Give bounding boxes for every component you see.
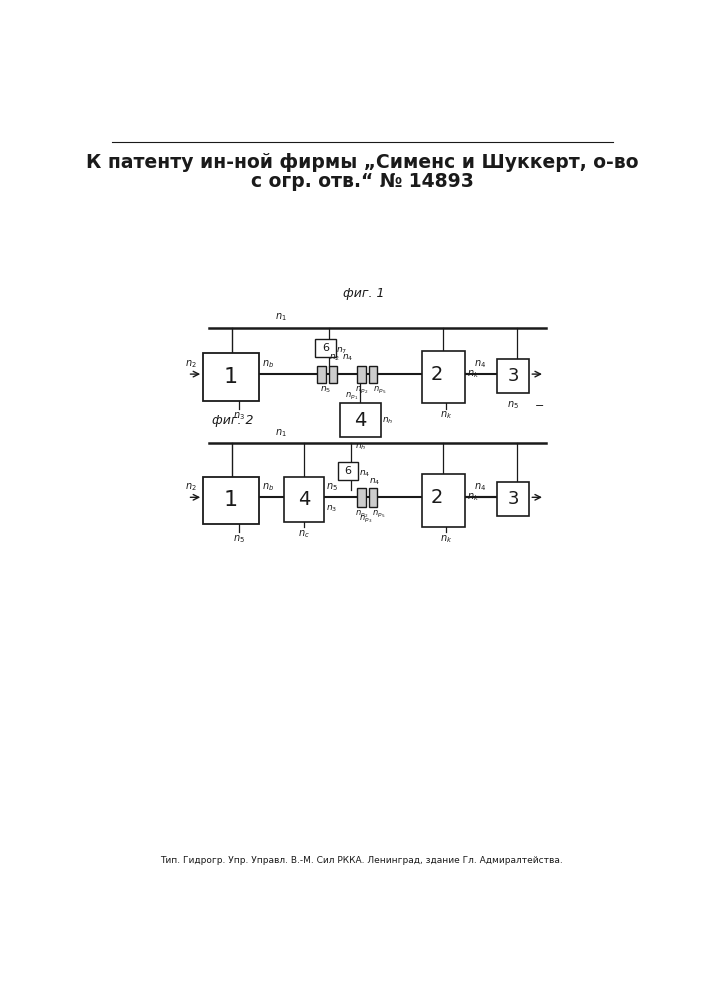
Text: $n_4$: $n_4$	[474, 482, 486, 493]
Text: К патенту ин-ной фирмы „Сименс и Шуккерт, о-во: К патенту ин-ной фирмы „Сименс и Шуккерт…	[86, 153, 638, 172]
Text: $n_5$: $n_5$	[233, 533, 245, 545]
Text: $n_k$: $n_k$	[467, 368, 479, 380]
Bar	[369, 366, 378, 383]
Text: $n_{p_5}$: $n_{p_5}$	[373, 385, 386, 396]
Text: $n_5$: $n_5$	[320, 385, 331, 395]
Text: $n_{p_5}$: $n_{p_5}$	[372, 509, 385, 520]
Text: фиг. 2: фиг. 2	[212, 414, 254, 427]
Text: $-$: $-$	[534, 399, 544, 409]
Text: $n_5$: $n_5$	[325, 482, 337, 493]
Text: 3: 3	[508, 367, 519, 385]
Bar	[340, 403, 380, 437]
Text: с огр. отв.“ № 14893: с огр. отв.“ № 14893	[250, 172, 474, 191]
Bar	[317, 366, 325, 383]
Text: $n_4$: $n_4$	[359, 468, 370, 479]
Text: $n_k$: $n_k$	[467, 491, 479, 503]
Bar	[497, 482, 530, 516]
Text: фиг. 1: фиг. 1	[343, 287, 384, 300]
Bar	[357, 488, 366, 507]
Text: 6: 6	[322, 343, 329, 353]
Text: $n_5$: $n_5$	[507, 399, 519, 411]
Text: $n_{p_3}$: $n_{p_3}$	[359, 514, 373, 525]
Text: $n_3$: $n_3$	[325, 503, 337, 514]
Bar	[421, 351, 465, 403]
Text: $n_{p_2}$: $n_{p_2}$	[356, 385, 368, 396]
Text: $n_7$: $n_7$	[337, 345, 348, 356]
Text: $n_4$: $n_4$	[341, 353, 353, 363]
Text: $n_b$: $n_b$	[262, 358, 274, 370]
Text: $n_h$: $n_h$	[355, 441, 366, 452]
Text: 2: 2	[431, 488, 443, 507]
Bar	[203, 353, 259, 401]
Text: $n_k$: $n_k$	[440, 533, 452, 545]
Bar	[338, 462, 358, 480]
Text: 4: 4	[354, 411, 367, 430]
Text: $n_{p_1}$: $n_{p_1}$	[345, 391, 358, 402]
Text: $n_b$: $n_b$	[262, 482, 274, 493]
Bar	[421, 474, 465, 527]
Bar	[284, 477, 324, 522]
Text: 2: 2	[431, 365, 443, 384]
Text: 4: 4	[298, 490, 310, 509]
Text: $n_{p_2}$: $n_{p_2}$	[356, 509, 368, 520]
Bar	[329, 366, 337, 383]
Text: $n_1$: $n_1$	[275, 311, 286, 323]
Text: 1: 1	[224, 367, 238, 387]
Bar	[369, 488, 378, 507]
Text: Тип. Гидрогр. Упр. Управл. В.-М. Сил РККА. Ленинград, здание Гл. Адмиралтейства.: Тип. Гидрогр. Упр. Управл. В.-М. Сил РКК…	[160, 856, 563, 865]
Text: $n_4$: $n_4$	[369, 476, 380, 487]
Text: $n_c$: $n_c$	[298, 528, 310, 540]
Text: 1: 1	[224, 490, 238, 510]
Text: 6: 6	[344, 466, 351, 476]
Text: $n_1$: $n_1$	[275, 427, 286, 439]
Text: $n_4$: $n_4$	[474, 358, 486, 370]
Bar	[203, 477, 259, 524]
Text: $n_3$: $n_3$	[233, 410, 245, 422]
Text: $n_k$: $n_k$	[440, 410, 452, 421]
Bar	[357, 366, 366, 383]
Text: 3: 3	[508, 490, 519, 508]
Text: $n_2$: $n_2$	[329, 353, 340, 363]
Text: $n_2$: $n_2$	[185, 358, 197, 370]
Text: $n_2$: $n_2$	[185, 482, 197, 493]
Bar	[315, 339, 336, 357]
Bar	[497, 359, 530, 393]
Text: $n_h$: $n_h$	[382, 415, 393, 426]
